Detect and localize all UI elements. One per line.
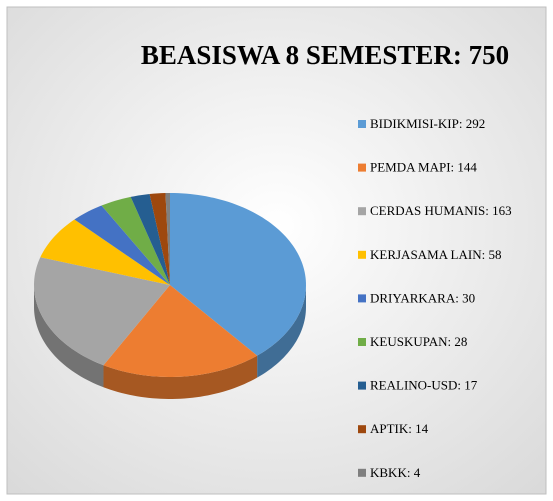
pie-slice-side bbox=[34, 285, 104, 388]
pie-slice bbox=[103, 285, 258, 377]
legend-swatch bbox=[358, 294, 366, 303]
pie-slice bbox=[74, 205, 170, 285]
legend-swatch bbox=[358, 468, 366, 477]
chart-title: BEASISWA 8 SEMESTER: 750 bbox=[141, 40, 509, 70]
pie-slice bbox=[101, 196, 170, 285]
pie-slice bbox=[165, 193, 170, 285]
legend-label: BIDIKMISI-KIP: 292 bbox=[370, 116, 485, 131]
legend-label: KEUSKUPAN: 28 bbox=[370, 334, 467, 349]
legend-label: KBKK: 4 bbox=[370, 465, 421, 480]
legend-swatch bbox=[358, 425, 366, 434]
legend-label: KERJASAMA LAIN: 58 bbox=[370, 247, 501, 262]
legend-label: REALINO-USD: 17 bbox=[370, 378, 478, 393]
legend-swatch bbox=[358, 207, 366, 216]
pie bbox=[34, 193, 306, 399]
legend-label: PEMDA MAPI: 144 bbox=[370, 160, 477, 175]
legend-swatch bbox=[358, 381, 366, 390]
pie-slice bbox=[149, 193, 170, 285]
legend-swatch bbox=[358, 163, 366, 172]
legend-label: CERDAS HUMANIS: 163 bbox=[370, 203, 512, 218]
legend-swatch bbox=[358, 120, 366, 128]
legend: BIDIKMISI-KIP: 292 PEMDA MAPI: 144 CERDAS … bbox=[358, 116, 512, 480]
pie-slice-side bbox=[257, 285, 306, 378]
legend-label: APTIK: 14 bbox=[370, 421, 429, 436]
pie-slice bbox=[170, 193, 306, 356]
legend-swatch bbox=[358, 338, 366, 346]
legend-label: DRIYARKARA: 30 bbox=[370, 290, 475, 305]
pie-slice bbox=[130, 194, 170, 285]
pie-slice bbox=[34, 257, 170, 366]
pie-slice bbox=[40, 219, 170, 285]
pie-slice-side bbox=[103, 355, 258, 399]
legend-swatch bbox=[358, 250, 366, 259]
